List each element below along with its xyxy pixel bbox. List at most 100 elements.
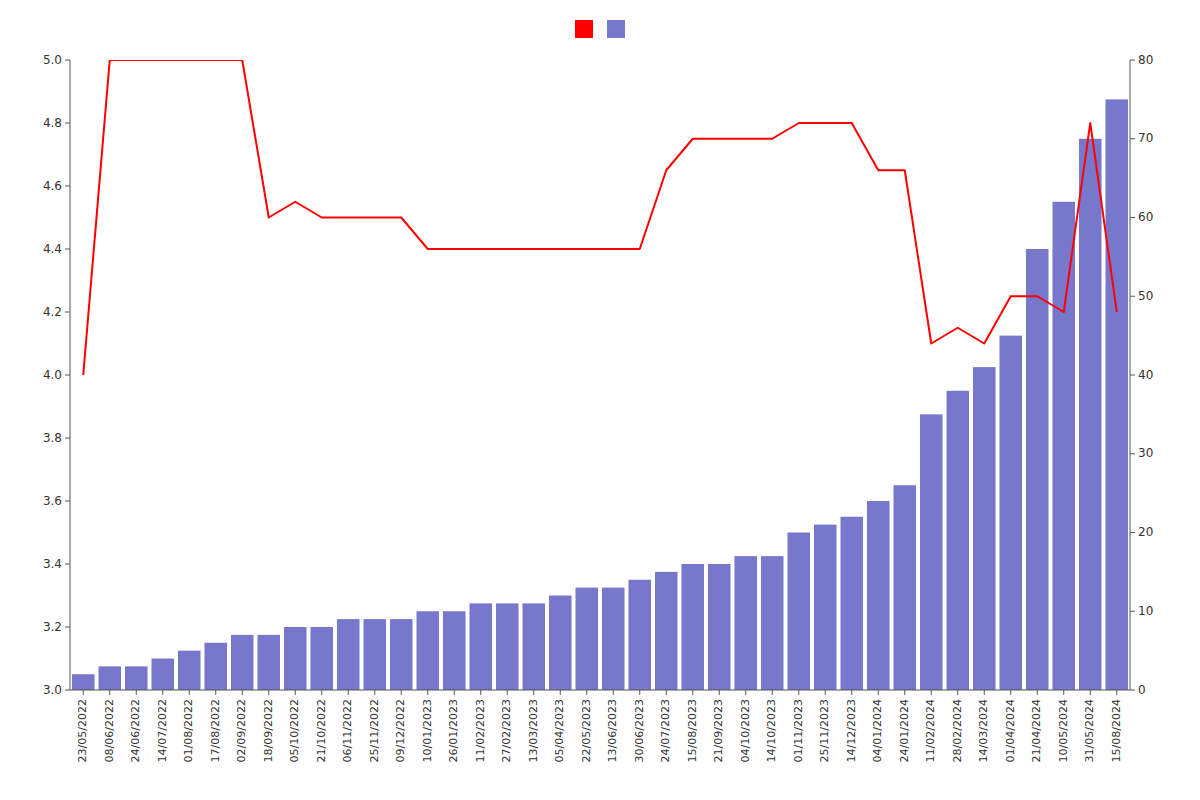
x-tick (136, 690, 137, 695)
y-tick (65, 501, 70, 502)
y-tick (65, 564, 70, 565)
x-tick (507, 690, 508, 695)
x-tick-label: 01/08/2022 (182, 699, 195, 762)
y-tick-label: 3.4 (43, 557, 62, 571)
y2-tick-label: 20 (1138, 525, 1153, 539)
x-tick-label: 02/09/2022 (235, 699, 248, 762)
x-tick (798, 690, 799, 695)
y2-tick (1130, 296, 1135, 297)
x-tick (401, 690, 402, 695)
bar (390, 619, 413, 690)
x-tick (189, 690, 190, 695)
bar (231, 635, 254, 690)
bar (920, 414, 943, 690)
x-tick-label: 25/11/2022 (368, 699, 381, 762)
y2-tick-label: 50 (1138, 289, 1153, 303)
x-tick (268, 690, 269, 695)
y2-tick (1130, 138, 1135, 139)
x-tick-label: 14/10/2023 (765, 699, 778, 762)
x-tick (666, 690, 667, 695)
x-tick (560, 690, 561, 695)
x-tick-label: 08/06/2022 (103, 699, 116, 762)
x-tick-label: 10/01/2023 (421, 699, 434, 762)
bar (337, 619, 360, 690)
x-tick (348, 690, 349, 695)
plot-area (72, 60, 1128, 690)
bar (204, 643, 227, 690)
y2-tick (1130, 60, 1135, 61)
x-tick-label: 18/09/2022 (262, 699, 275, 762)
y-tick (65, 690, 70, 691)
x-tick (1010, 690, 1011, 695)
y-tick-label: 4.8 (43, 116, 62, 130)
x-tick (295, 690, 296, 695)
y-tick-label: 4.0 (43, 368, 62, 382)
bar (310, 627, 333, 690)
x-tick-label: 13/03/2023 (527, 699, 540, 762)
y2-tick (1130, 375, 1135, 376)
x-tick-label: 24/01/2024 (898, 699, 911, 762)
x-tick (242, 690, 243, 695)
bar (681, 564, 704, 690)
bar (840, 517, 863, 690)
x-tick (984, 690, 985, 695)
x-tick-label: 05/04/2023 (553, 699, 566, 762)
y-tick (65, 627, 70, 628)
bar (363, 619, 386, 690)
y-tick (65, 312, 70, 313)
x-tick (586, 690, 587, 695)
x-tick (480, 690, 481, 695)
x-tick-label: 01/04/2024 (1004, 699, 1017, 762)
y2-tick (1130, 611, 1135, 612)
x-tick (374, 690, 375, 695)
y-tick (65, 60, 70, 61)
y-tick-label: 4.2 (43, 305, 62, 319)
y2-tick (1130, 690, 1135, 691)
y-tick-label: 3.0 (43, 683, 62, 697)
x-tick (772, 690, 773, 695)
legend-swatch (575, 20, 593, 38)
y-tick-label: 5.0 (43, 53, 62, 67)
y-tick (65, 186, 70, 187)
y-tick-label: 3.2 (43, 620, 62, 634)
x-tick-label: 25/11/2023 (818, 699, 831, 762)
bar (1079, 139, 1102, 690)
x-tick (1037, 690, 1038, 695)
y2-tick-label: 10 (1138, 604, 1153, 618)
y2-tick (1130, 453, 1135, 454)
bar (1026, 249, 1049, 690)
x-tick (878, 690, 879, 695)
x-tick (109, 690, 110, 695)
bar (893, 485, 916, 690)
x-tick (613, 690, 614, 695)
x-tick (1090, 690, 1091, 695)
x-tick (957, 690, 958, 695)
bar (734, 556, 757, 690)
bar (72, 674, 95, 690)
x-tick (1116, 690, 1117, 695)
x-tick-label: 11/02/2024 (924, 699, 937, 762)
x-tick-label: 26/01/2023 (447, 699, 460, 762)
bar (999, 336, 1022, 690)
bar (708, 564, 731, 690)
y2-tick (1130, 532, 1135, 533)
x-tick-label: 04/10/2023 (739, 699, 752, 762)
x-tick-label: 22/05/2023 (580, 699, 593, 762)
bar (496, 603, 519, 690)
x-tick (83, 690, 84, 695)
bar (946, 391, 969, 690)
y2-tick-label: 60 (1138, 210, 1153, 224)
y-tick (65, 249, 70, 250)
x-tick-label: 23/05/2022 (76, 699, 89, 762)
y-tick (65, 438, 70, 439)
y-tick (65, 123, 70, 124)
x-tick-label: 31/05/2024 (1083, 699, 1096, 762)
line (83, 60, 1117, 375)
x-tick (851, 690, 852, 695)
bar (284, 627, 307, 690)
chart: 3.03.23.43.63.84.04.24.44.64.85.00102030… (0, 0, 1200, 800)
x-tick-label: 14/03/2024 (977, 699, 990, 762)
bar (814, 525, 837, 690)
x-tick (745, 690, 746, 695)
y-tick-label: 3.6 (43, 494, 62, 508)
